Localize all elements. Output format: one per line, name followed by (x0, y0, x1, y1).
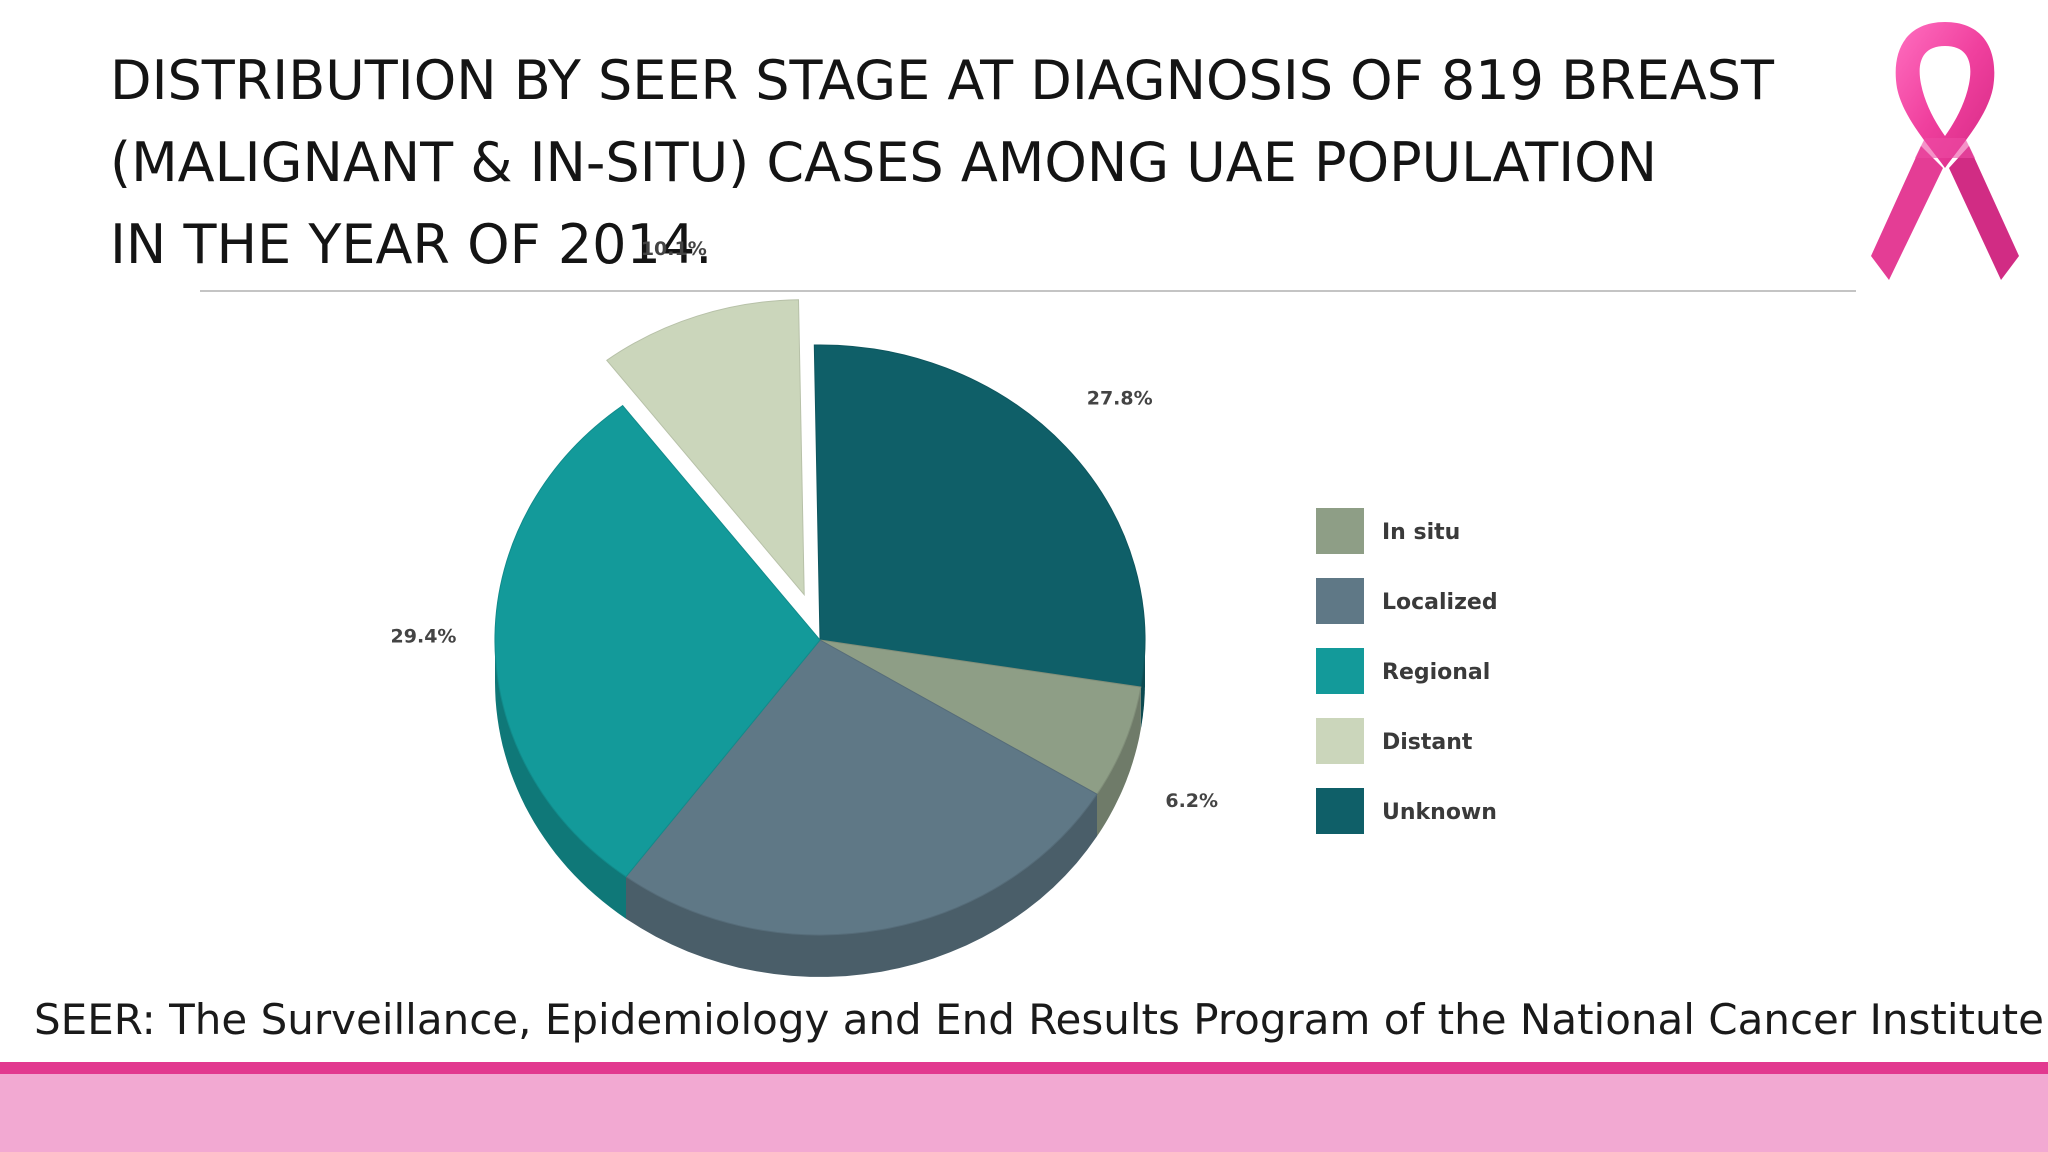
pie-slice-regional (494, 404, 821, 878)
pie-slices-group (494, 299, 1146, 977)
legend-label-distant: Distant (1382, 730, 1473, 755)
legend-swatch-in-situ (1316, 508, 1364, 554)
pie-slice-localized (625, 639, 1098, 936)
slice-side-localized (626, 794, 1097, 977)
footer-band (0, 1074, 2048, 1152)
title-line-3: IN THE YEAR OF 2014. (110, 213, 713, 276)
slice-label-in-situ: 6.2% (1165, 790, 1218, 812)
pie-slice-distant (606, 299, 805, 597)
slice-side-regional (495, 640, 626, 919)
slide-title: DISTRIBUTION BY SEER STAGE AT DIAGNOSIS … (110, 40, 1830, 286)
legend-swatch-localized (1316, 578, 1364, 624)
pie-slice-unknown (813, 344, 1146, 688)
title-line-1: DISTRIBUTION BY SEER STAGE AT DIAGNOSIS … (110, 49, 1775, 112)
pink-ribbon-icon (1871, 22, 2019, 280)
legend-label-in-situ: In situ (1382, 520, 1460, 545)
slice-side-in-situ (1097, 687, 1141, 837)
slice-label-unknown: 27.8% (1087, 387, 1153, 409)
legend: In situ Localized Regional Distant Unknown (1316, 508, 1498, 834)
title-divider (200, 290, 1856, 292)
legend-label-regional: Regional (1382, 660, 1490, 685)
pie-chart: 27.8%6.2%26.4%29.4%10.1% In situLocalize… (391, 238, 1498, 977)
seer-footnote: SEER: The Surveillance, Epidemiology and… (34, 995, 2044, 1044)
legend-swatch-distant (1316, 718, 1364, 764)
legend-label-unknown: Unknown (1382, 800, 1497, 825)
slice-side-unknown (1140, 640, 1145, 730)
pie-slice-in-situ (819, 639, 1142, 795)
legend-swatch-regional (1316, 648, 1364, 694)
title-line-2: (MALIGNANT & IN-SITU) CASES AMONG UAE PO… (110, 131, 1658, 194)
legend-swatch-unknown (1316, 788, 1364, 834)
slice-label-distant: 10.1% (641, 238, 707, 260)
footer-accent-line (0, 1062, 2048, 1074)
slice-labels-group: 27.8%6.2%26.4%29.4%10.1% (391, 238, 1219, 812)
slice-label-regional: 29.4% (391, 625, 457, 647)
legend-label-localized: Localized (1382, 590, 1498, 615)
